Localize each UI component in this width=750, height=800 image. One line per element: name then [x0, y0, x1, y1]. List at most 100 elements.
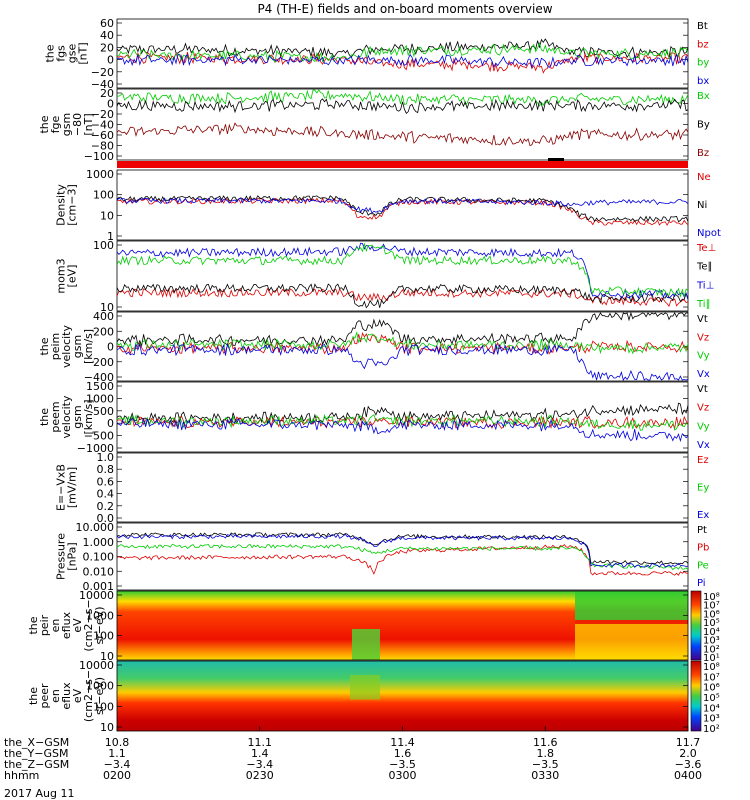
y-axis-label-line: [nT] [77, 42, 90, 64]
y-axis-label-line: fgs [55, 45, 68, 62]
y-axis-label-line: en [49, 689, 62, 703]
x-axis-row-label: the_X−GSM [4, 736, 69, 749]
legend-label: Vx [697, 440, 710, 451]
legend-label: Vz [697, 332, 709, 343]
y-tick-label: 1000 [86, 680, 114, 693]
x-tick-label: 11.1 [248, 736, 273, 749]
series-line [116, 242, 689, 298]
y-axis-label-line: gse [66, 44, 79, 64]
y-axis-label-line: the [38, 337, 51, 355]
series-line [116, 89, 689, 107]
y-tick-label: 0.100 [83, 551, 115, 564]
y-tick-label: 10 [100, 301, 114, 314]
y-tick-label: 0 [107, 54, 114, 67]
y-tick-label: 40 [100, 29, 114, 42]
y-axis-label-line: the [38, 408, 51, 426]
legend-label: Te⊥ [696, 243, 716, 254]
series-line [116, 38, 689, 59]
legend-label: bz [697, 39, 709, 50]
colorbar-tick-label: 10² [703, 644, 720, 655]
y-axis-label-line: [eV] [66, 265, 79, 288]
spectrogram-region [352, 628, 380, 660]
y-axis-label: mom3[eV] [55, 258, 79, 293]
legend-label: Bt [697, 21, 708, 32]
y-axis-label-line: [km/s] [82, 329, 95, 364]
colorbar [690, 660, 702, 732]
spectrogram-region [575, 591, 688, 623]
y-axis-label-line: the [27, 616, 40, 634]
y-tick-label: −60 [91, 129, 114, 142]
y-tick-label: 100 [93, 189, 114, 202]
y-tick-label: 10 [100, 209, 114, 222]
y-tick-label: 100 [93, 630, 114, 643]
panel-10: 10⁸10⁷10⁶10⁵10⁴10³10²10000100010010thepe… [27, 659, 720, 735]
y-tick-label: −20 [91, 108, 114, 121]
y-tick-label: 1000 [86, 609, 114, 622]
series-line [116, 532, 689, 565]
y-axis-label-line: −80 [71, 113, 84, 136]
y-tick-label: −80 [91, 140, 114, 153]
y-axis-label-line: Density [55, 184, 68, 226]
y-tick-label: 200 [93, 325, 114, 338]
y-tick-label: 10000 [79, 589, 114, 602]
panel-4: 100 10 mom3[eV] Te⊥ Te∥ Ti⊥ Ti∥ [55, 239, 717, 314]
series-line [116, 544, 689, 576]
panel-2: 200−20−40−60−80−100thefgegsm−80[nT]BxByB… [38, 87, 710, 163]
colorbar-tick-label: 10² [703, 724, 720, 735]
x-tick-label: 1.1 [108, 747, 126, 760]
x-tick-label: 11.4 [390, 736, 415, 749]
legend-label: Ey [697, 483, 709, 494]
series-line [116, 41, 689, 64]
legend-label: Vx [697, 369, 710, 380]
colorbar-tick-label: 10⁶ [703, 609, 720, 620]
x-tick-label: 0200 [103, 769, 131, 782]
y-tick-label: 60 [100, 17, 114, 30]
y-tick-label: 0 [107, 98, 114, 111]
y-tick-label: −1000 [77, 442, 114, 455]
legend-label: Pt [697, 525, 707, 536]
x-tick-label: 0400 [674, 769, 702, 782]
x-tick-label: 2.0 [679, 747, 697, 760]
legend-label: Vt [697, 314, 708, 325]
x-tick-label: 0230 [246, 769, 274, 782]
y-tick-label: 1.0 [97, 451, 115, 464]
date-label: 2017 Aug 11 [4, 787, 74, 800]
spectrogram [117, 661, 688, 731]
y-tick-label: 0.001 [83, 580, 115, 593]
series-line [116, 417, 689, 443]
legend-label: Ez [697, 455, 709, 466]
legend-label: Ni [697, 200, 707, 211]
legend-label: Ti∥ [696, 299, 711, 310]
legend-label: Te∥ [696, 262, 713, 273]
y-axis-label-line: E=−VxB [55, 464, 68, 511]
y-tick-label: 100 [93, 700, 114, 713]
series-line [116, 287, 689, 307]
y-tick-label: 500 [93, 405, 114, 418]
series-line [116, 342, 689, 381]
legend-label: Pe [697, 560, 709, 571]
panel-8: 10.0001.0000.1000.0100.001Pressure[nPa]P… [55, 521, 710, 593]
y-axis-label-line: the [44, 44, 57, 62]
series-line [116, 415, 689, 430]
series-line [116, 242, 689, 300]
y-tick-label: −400 [84, 371, 114, 384]
colorbar-tick-label: 10⁴ [703, 627, 720, 638]
series-line [116, 533, 689, 568]
y-axis-label-line: (cm2−s− [82, 670, 95, 722]
x-tick-label: 1.8 [537, 747, 555, 760]
x-tick-label: 11.7 [676, 736, 701, 749]
y-tick-label: 400 [93, 310, 114, 323]
colorbar-tick-label: 10⁶ [703, 683, 720, 694]
series-line [116, 195, 689, 223]
y-axis-label-line: sr−eV) [93, 677, 106, 715]
legend-label: Ex [697, 510, 709, 521]
y-axis-label-line: [km/s] [82, 399, 95, 434]
x-tick-label: −3.6 [675, 758, 702, 771]
colorbar-tick-label: 10³ [703, 714, 720, 725]
series-line [116, 413, 689, 431]
y-tick-label: 0.6 [97, 475, 115, 488]
y-tick-label: 1.000 [83, 536, 115, 549]
